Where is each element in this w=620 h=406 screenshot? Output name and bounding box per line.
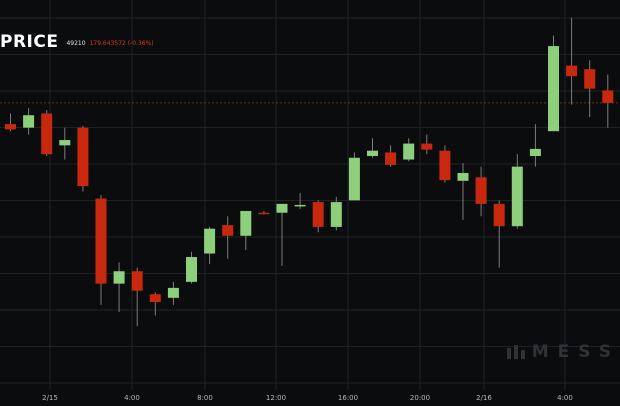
candle-down bbox=[421, 134, 433, 155]
candle-body bbox=[204, 228, 216, 254]
candle-up bbox=[276, 203, 288, 266]
candle-down bbox=[312, 200, 324, 233]
x-tick-label: 4:00 bbox=[557, 394, 573, 402]
candle-up bbox=[348, 152, 360, 201]
candle-body bbox=[330, 202, 342, 227]
candle-up bbox=[403, 138, 415, 162]
x-tick-label: 16:00 bbox=[338, 394, 358, 402]
last-price-value: 49210 bbox=[66, 39, 86, 47]
candle-body bbox=[566, 65, 578, 77]
candle-up bbox=[294, 193, 306, 210]
watermark: MESS bbox=[506, 342, 620, 362]
x-axis: 2/15 4:00 8:00 12:00 16:00 20:00 2/16 4:00 bbox=[42, 394, 573, 402]
candle-down bbox=[41, 109, 53, 156]
candles bbox=[5, 17, 614, 327]
candle-down bbox=[493, 200, 505, 268]
candle-body bbox=[149, 294, 161, 303]
candle-down bbox=[439, 145, 451, 183]
candle-down bbox=[95, 195, 107, 305]
candle-up bbox=[204, 226, 216, 265]
candle-down bbox=[222, 216, 234, 259]
candle-body bbox=[131, 271, 143, 291]
candle-up bbox=[167, 281, 179, 305]
candle-body bbox=[475, 177, 487, 204]
candle-up bbox=[59, 127, 71, 160]
candle-body bbox=[457, 173, 469, 181]
candle-body bbox=[23, 115, 35, 128]
candle-up bbox=[457, 163, 469, 220]
candle-body bbox=[294, 204, 306, 207]
candle-body bbox=[367, 150, 378, 156]
candle-body bbox=[258, 212, 270, 215]
candle-up bbox=[240, 210, 252, 250]
candle-body bbox=[312, 202, 324, 227]
candle-body bbox=[222, 225, 234, 236]
candle-down bbox=[131, 267, 143, 327]
candle-up bbox=[367, 138, 378, 158]
candle-body bbox=[403, 143, 415, 160]
candle-down bbox=[258, 210, 270, 215]
chart-header: PRICE 49210 179.643572 (-0.36%) bbox=[0, 32, 154, 52]
x-tick-label: 2/16 bbox=[476, 394, 492, 402]
chart-title: PRICE bbox=[0, 32, 59, 52]
candle-body bbox=[421, 143, 433, 150]
x-tick-label: 2/15 bbox=[42, 394, 58, 402]
candle-down bbox=[5, 113, 16, 132]
candle-body bbox=[439, 150, 451, 181]
candle-down bbox=[149, 292, 161, 316]
candle-up bbox=[548, 35, 559, 132]
chart-grid bbox=[0, 0, 620, 390]
candle-body bbox=[602, 90, 614, 103]
candle-down bbox=[77, 125, 89, 192]
candle-body bbox=[493, 203, 505, 227]
candle-body bbox=[113, 271, 125, 284]
candle-up bbox=[529, 124, 541, 167]
x-tick-label: 12:00 bbox=[266, 394, 286, 402]
price-change-value: 179.643572 (-0.36%) bbox=[89, 39, 154, 47]
candle-down bbox=[602, 74, 614, 128]
candle-up bbox=[330, 196, 342, 231]
candle-body bbox=[240, 210, 252, 236]
candle-body bbox=[77, 127, 89, 187]
candle-up bbox=[511, 154, 523, 229]
watermark-text: MESS bbox=[531, 342, 620, 362]
candle-down bbox=[566, 17, 578, 105]
candle-body bbox=[511, 166, 523, 227]
candle-body bbox=[186, 257, 197, 282]
candle-body bbox=[5, 124, 16, 130]
candle-down bbox=[584, 60, 596, 117]
candle-body bbox=[548, 46, 559, 132]
candle-body bbox=[276, 203, 288, 213]
candle-body bbox=[385, 152, 397, 165]
messari-logo-icon bbox=[506, 345, 525, 359]
x-tick-label: 8:00 bbox=[197, 394, 213, 402]
x-tick-label: 20:00 bbox=[410, 394, 430, 402]
candle-up bbox=[113, 262, 125, 312]
candle-up bbox=[186, 251, 197, 284]
candle-body bbox=[167, 287, 179, 298]
candle-body bbox=[59, 140, 71, 146]
x-tick-label: 4:00 bbox=[124, 394, 140, 402]
candle-down bbox=[475, 166, 487, 217]
candle-down bbox=[385, 145, 397, 167]
candle-body bbox=[95, 198, 107, 284]
candle-body bbox=[529, 148, 541, 156]
candle-body bbox=[41, 113, 53, 155]
candle-body bbox=[348, 157, 360, 201]
candle-up bbox=[23, 108, 35, 135]
candle-body bbox=[584, 69, 596, 89]
